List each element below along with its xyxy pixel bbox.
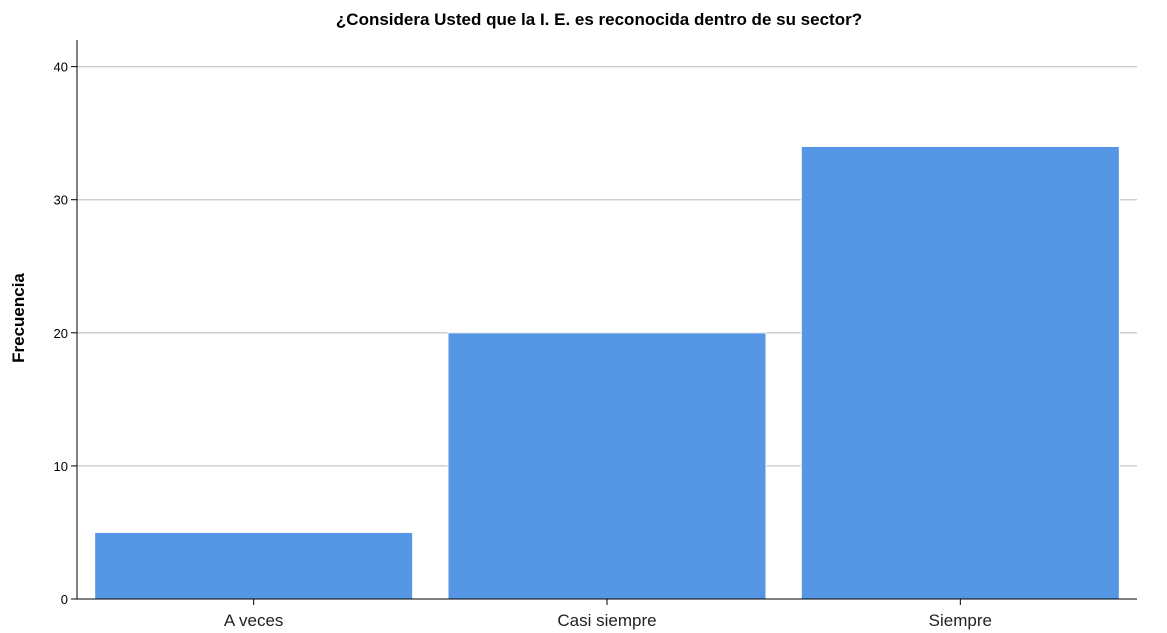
bars <box>94 145 1120 600</box>
bar-casi-siempre <box>447 332 767 600</box>
x-ticks: A veces Casi siempre Siempre <box>224 599 992 630</box>
y-tick-label-10: 10 <box>54 459 68 474</box>
y-tick-label-40: 40 <box>54 60 68 75</box>
bar-a-veces <box>94 531 414 600</box>
y-ticks: 0 10 20 30 40 <box>54 60 77 607</box>
y-tick-label-0: 0 <box>61 592 68 607</box>
y-axis-label: Frecuencia <box>9 273 28 363</box>
x-tick-label-siempre: Siempre <box>929 611 992 630</box>
y-tick-label-30: 30 <box>54 193 68 208</box>
x-tick-label-a-veces: A veces <box>224 611 284 630</box>
chart-title: ¿Considera Usted que la I. E. es reconoc… <box>336 10 862 29</box>
x-tick-label-casi-siempre: Casi siempre <box>557 611 656 630</box>
y-tick-label-20: 20 <box>54 326 68 341</box>
bar-siempre <box>800 145 1120 600</box>
